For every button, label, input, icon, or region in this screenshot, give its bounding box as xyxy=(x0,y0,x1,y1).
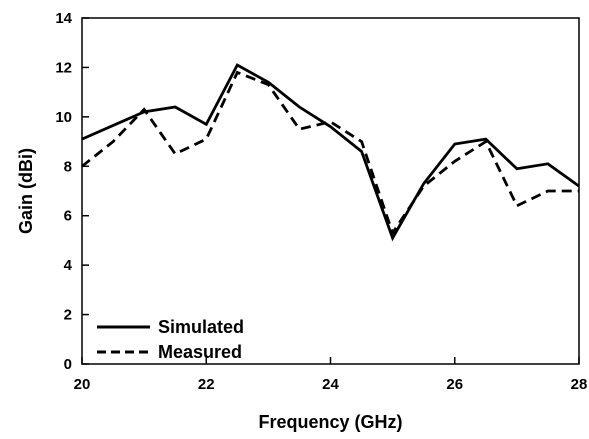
y-tick-label: 8 xyxy=(64,158,72,175)
y-tick-label: 4 xyxy=(64,257,73,274)
x-tick-label: 24 xyxy=(322,376,339,393)
y-tick-label: 2 xyxy=(64,307,72,324)
x-tick-label: 22 xyxy=(198,376,215,393)
y-tick-label: 10 xyxy=(55,109,72,126)
y-axis-ticks: 0 2 4 6 8 10 12 14 xyxy=(55,10,89,373)
series-lines xyxy=(81,63,580,242)
y-tick-label: 0 xyxy=(64,356,72,373)
legend-label-measured: Measured xyxy=(158,342,242,362)
y-tick-label: 14 xyxy=(55,10,72,27)
y-tick-label: 6 xyxy=(64,208,72,225)
x-tick-label: 20 xyxy=(74,376,91,393)
plot-frame xyxy=(81,17,580,365)
y-tick-label: 12 xyxy=(55,59,72,76)
x-tick-label: 26 xyxy=(446,376,463,393)
x-axis-title: Frequency (GHz) xyxy=(258,412,402,432)
legend: Simulated Measured xyxy=(97,317,244,362)
x-tick-label: 28 xyxy=(571,376,588,393)
series-line-simulated xyxy=(81,63,580,242)
y-axis-title: Gain (dBi) xyxy=(16,148,36,234)
series-line-measured xyxy=(81,70,579,237)
x-axis-ticks: 20 22 24 26 28 xyxy=(74,357,588,393)
legend-label-simulated: Simulated xyxy=(158,317,244,337)
